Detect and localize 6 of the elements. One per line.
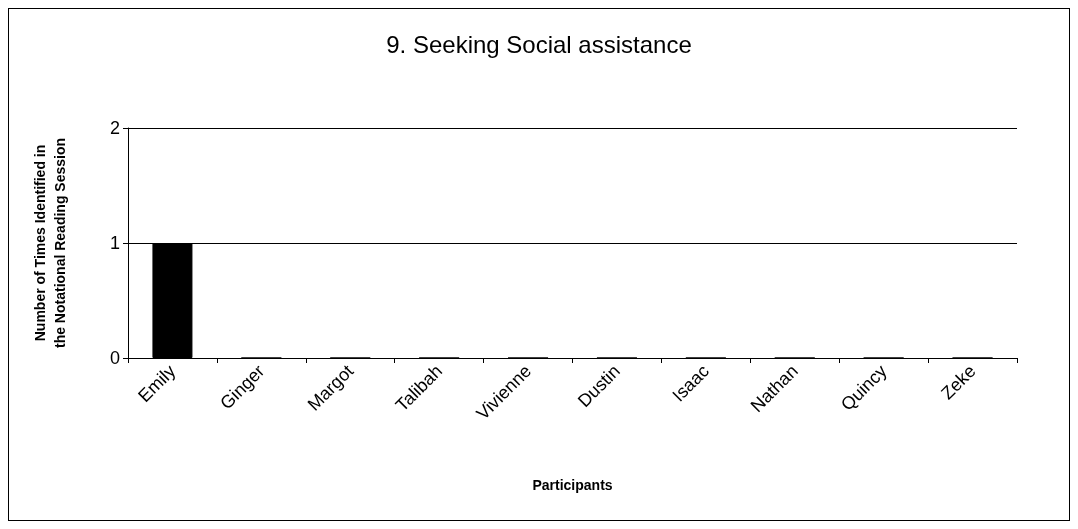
y-tick-label: 1 — [109, 233, 120, 253]
y-axis-title: Number of Times Identified in the Notational Reading Session — [32, 137, 68, 349]
y-tick-label: 0 — [109, 348, 120, 368]
chart-title: 9. Seeking Social assistance — [386, 30, 692, 58]
x-axis-title: Participants — [532, 477, 613, 493]
y-tick-label: 2 — [109, 118, 120, 138]
